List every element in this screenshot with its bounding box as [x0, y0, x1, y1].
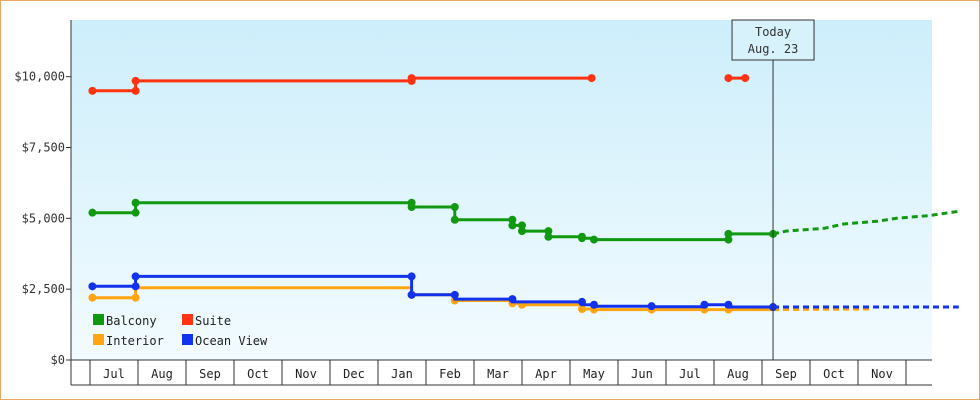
month-label: Jun — [631, 367, 653, 381]
data-point — [407, 74, 416, 83]
data-point — [724, 74, 733, 83]
month-label: Jan — [391, 367, 413, 381]
month-label: Sep — [775, 367, 797, 381]
today-box — [731, 19, 815, 61]
legend-swatch — [182, 334, 193, 345]
legend-entry: Ocean View — [182, 334, 268, 348]
legend-label: Ocean View — [195, 334, 268, 348]
today-label: Today — [755, 25, 791, 39]
y-tick-label: $0 — [51, 353, 65, 367]
data-point — [131, 86, 140, 95]
data-point — [88, 208, 97, 217]
legend-entry: Interior — [93, 334, 164, 348]
month-label: Apr — [535, 367, 557, 381]
data-point — [450, 290, 459, 299]
month-label: Aug — [151, 367, 173, 381]
data-point — [131, 198, 140, 207]
data-point — [407, 290, 416, 299]
today-date: Aug. 23 — [748, 42, 799, 56]
y-tick-label: $2,500 — [22, 282, 65, 296]
legend-swatch — [93, 334, 104, 345]
legend-entry: Suite — [182, 314, 231, 328]
data-point — [518, 227, 526, 236]
legend-entry: Balcony — [93, 314, 157, 328]
data-point — [131, 282, 140, 291]
month-label: Nov — [295, 367, 317, 381]
data-point — [131, 293, 140, 302]
data-point — [578, 297, 586, 306]
legend-label: Interior — [106, 334, 164, 348]
legend-swatch — [182, 314, 193, 325]
month-label: May — [583, 367, 605, 381]
data-point — [724, 235, 733, 244]
legend-label: Balcony — [106, 314, 157, 328]
data-point — [131, 272, 140, 281]
data-point — [131, 208, 140, 217]
data-point — [544, 232, 553, 241]
legend-swatch — [93, 314, 104, 325]
y-tick-label: $10,000 — [14, 70, 65, 84]
data-point — [724, 300, 733, 309]
data-point — [88, 282, 97, 291]
data-point — [518, 221, 526, 230]
data-point — [450, 203, 459, 211]
data-point — [407, 203, 416, 211]
y-tick-label: $7,500 — [22, 141, 65, 155]
month-label: Jul — [679, 367, 701, 381]
data-point — [700, 300, 709, 309]
month-label: Nov — [871, 367, 893, 381]
data-point — [508, 215, 517, 224]
data-point — [407, 272, 416, 281]
data-point — [508, 295, 517, 304]
data-point — [578, 234, 586, 243]
data-point — [590, 235, 598, 244]
data-point — [724, 229, 733, 238]
month-label: Aug — [727, 367, 749, 381]
month-label: Dec — [343, 367, 365, 381]
series-balcony — [88, 198, 960, 244]
data-point — [578, 305, 586, 313]
month-label: Jul — [103, 367, 125, 381]
data-point — [647, 302, 656, 311]
y-tick-label: $5,000 — [22, 211, 65, 225]
data-point — [544, 227, 553, 236]
month-label: Oct — [247, 367, 269, 381]
series-ocean-view — [88, 272, 959, 312]
month-label: Feb — [439, 367, 461, 381]
data-point — [741, 74, 750, 83]
month-label: Mar — [487, 367, 509, 381]
month-label: Sep — [199, 367, 221, 381]
data-point — [88, 86, 97, 95]
month-label: Oct — [823, 367, 845, 381]
data-point — [587, 74, 596, 83]
plot-background — [71, 20, 932, 360]
data-point — [88, 293, 97, 302]
legend-label: Suite — [195, 314, 231, 328]
data-point — [590, 300, 598, 309]
forecast-line — [772, 209, 960, 236]
data-point — [450, 215, 459, 224]
series-line — [92, 76, 592, 93]
data-point — [131, 76, 140, 85]
forecast-line — [772, 307, 873, 312]
data-point — [508, 221, 517, 230]
series-suite — [88, 74, 750, 95]
